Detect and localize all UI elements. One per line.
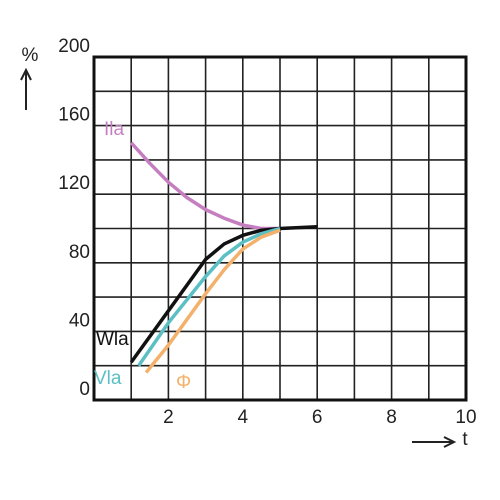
series-label: Φ (176, 372, 191, 393)
plot-frame (92, 55, 468, 402)
x-tick-label: 8 (386, 407, 397, 428)
line (144, 228, 281, 374)
y-tick-label: 120 (58, 173, 90, 194)
line (129, 141, 280, 231)
series-label: Vla (94, 368, 122, 389)
x-tick-label: 2 (163, 407, 174, 428)
x-axis-label: t (462, 429, 468, 450)
y-tick-label: 40 (69, 310, 90, 331)
y-tick-label: 0 (79, 379, 90, 400)
x-axis-arrow (412, 436, 457, 448)
y-tick-label: 80 (69, 242, 90, 263)
line (129, 225, 318, 364)
y-axis-arrow (20, 67, 32, 110)
x-tick-label: 10 (455, 407, 476, 428)
y-tick-label: 160 (58, 105, 90, 126)
series-label: Wla (96, 329, 129, 350)
y-axis-label: % (22, 45, 39, 66)
line (137, 226, 281, 367)
x-tick-label: 6 (312, 407, 323, 428)
y-tick-label: 200 (58, 36, 90, 57)
x-tick-label: 4 (238, 407, 249, 428)
series-label: Ila (104, 119, 125, 140)
